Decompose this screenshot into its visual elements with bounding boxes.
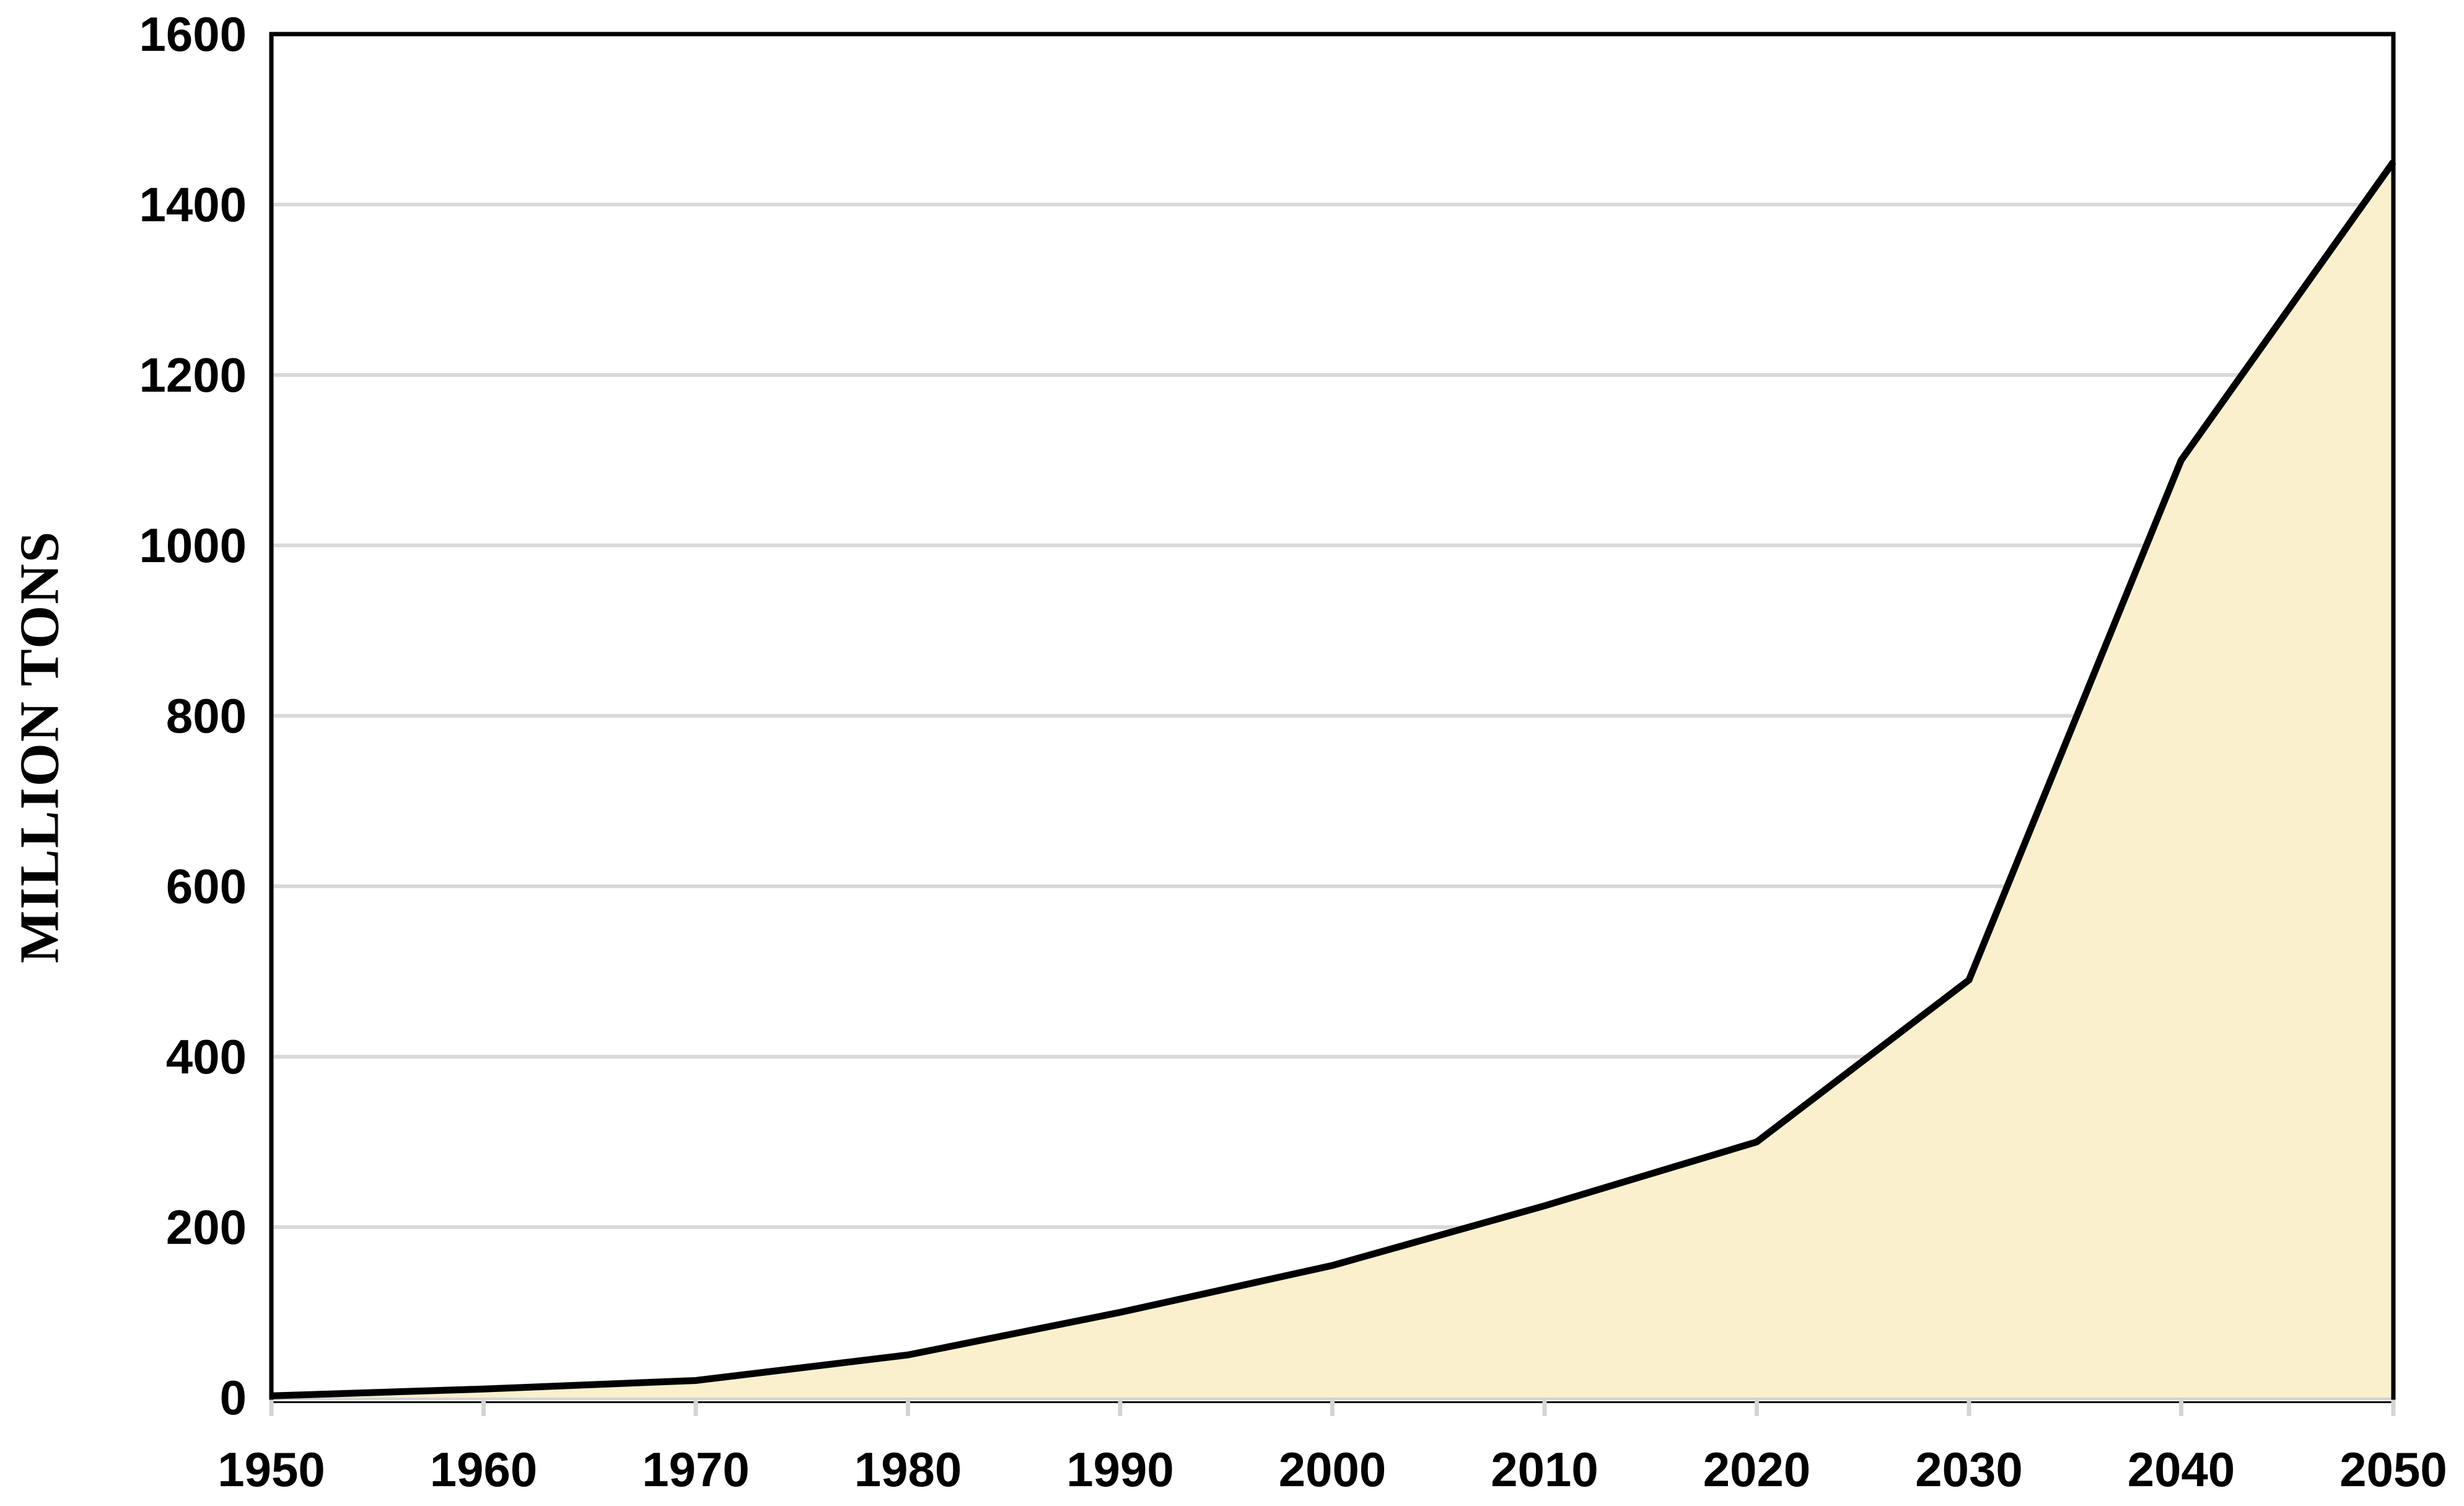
x-axis-tick bbox=[1330, 1399, 1335, 1416]
x-axis-tick bbox=[1755, 1399, 1759, 1416]
x-tick-label: 1950 bbox=[217, 1442, 325, 1497]
x-tick-label: 2020 bbox=[1703, 1442, 1811, 1497]
x-tick-label: 2040 bbox=[2128, 1442, 2235, 1497]
x-tick-label: 2030 bbox=[1915, 1442, 2023, 1497]
x-axis-tick bbox=[906, 1399, 910, 1416]
x-axis-tick bbox=[1542, 1399, 1547, 1416]
x-axis-line bbox=[271, 1396, 2393, 1400]
y-tick-label: 0 bbox=[220, 1370, 247, 1425]
x-tick-label: 2050 bbox=[2339, 1442, 2447, 1497]
x-axis-tick bbox=[481, 1399, 486, 1416]
x-axis-tick bbox=[2391, 1399, 2396, 1416]
x-tick-label: 1990 bbox=[1066, 1442, 1174, 1497]
y-axis-title: MILLION TONS bbox=[9, 530, 71, 964]
x-axis-tick bbox=[269, 1399, 274, 1416]
y-tick-label: 1400 bbox=[139, 177, 247, 232]
y-tick-label: 1000 bbox=[139, 518, 247, 573]
x-tick-label: 1980 bbox=[854, 1442, 962, 1497]
x-tick-label: 2010 bbox=[1491, 1442, 1598, 1497]
area-series bbox=[271, 162, 2393, 1398]
y-gridline bbox=[271, 884, 2393, 888]
y-tick-label: 600 bbox=[166, 859, 247, 914]
y-tick-label: 1600 bbox=[139, 7, 247, 61]
y-gridline bbox=[271, 1225, 2393, 1229]
x-axis-tick bbox=[1118, 1399, 1123, 1416]
y-gridline bbox=[271, 1055, 2393, 1059]
x-axis-tick bbox=[693, 1399, 698, 1416]
series-line bbox=[271, 160, 2396, 1399]
y-tick-label: 200 bbox=[166, 1200, 247, 1254]
x-tick-label: 1970 bbox=[642, 1442, 750, 1497]
y-gridline bbox=[271, 544, 2393, 547]
y-gridline bbox=[271, 714, 2393, 718]
plot-border-top bbox=[269, 32, 2396, 37]
x-axis-tick bbox=[1966, 1399, 1971, 1416]
y-tick-label: 800 bbox=[166, 689, 247, 743]
x-axis-tick bbox=[2179, 1399, 2183, 1416]
x-tick-label: 2000 bbox=[1279, 1442, 1387, 1497]
y-gridline bbox=[271, 203, 2393, 206]
y-tick-label: 1200 bbox=[139, 348, 247, 402]
y-axis-line bbox=[269, 32, 274, 1400]
y-gridline bbox=[271, 373, 2393, 377]
x-tick-label: 1960 bbox=[430, 1442, 538, 1497]
y-tick-label: 400 bbox=[166, 1029, 247, 1084]
plot-border-right bbox=[2391, 32, 2396, 1400]
